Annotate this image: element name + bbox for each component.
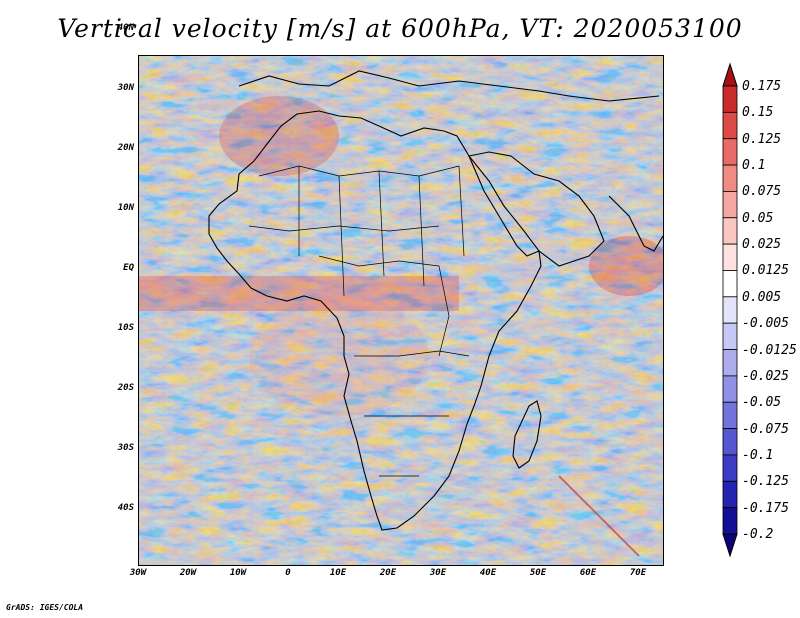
madagascar-coastline [512, 400, 542, 469]
colorbar-swatch [722, 164, 738, 192]
colorbar-label: -0.1 [742, 447, 774, 463]
lon-label-50e: 50E [529, 568, 547, 578]
colorbar-label: -0.025 [742, 368, 789, 384]
map-title: Vertical velocity [m/s] at 600hPa, VT: 2… [57, 14, 743, 43]
frontal-band [558, 475, 640, 557]
colorbar-swatch [722, 191, 738, 219]
colorbar-swatch [722, 138, 738, 166]
colorbar: 0.175 0.15 0.125 0.1 0.075 0.05 0.025 0.0125 0.0… [718, 60, 800, 560]
lat-label-30s: 30S [117, 443, 134, 453]
colorbar-swatch [722, 507, 738, 535]
colorbar-label: -0.0125 [742, 342, 797, 358]
colorbar-swatch [722, 296, 738, 324]
colorbar-swatch [722, 401, 738, 429]
colorbar-swatch [722, 217, 738, 245]
lon-label-70e: 70E [629, 568, 647, 578]
colorbar-bottom-arrow [722, 533, 738, 558]
colorbar-label: 0.025 [742, 237, 782, 253]
colorbar-swatches [722, 62, 738, 558]
colorbar-label: -0.2 [742, 527, 774, 542]
colorbar-label: 0.075 [742, 184, 782, 200]
colorbar-label: 0.15 [742, 105, 774, 121]
lat-label-10s: 10S [117, 323, 134, 333]
colorbar-swatch [722, 322, 738, 350]
coastlines [208, 70, 663, 531]
colorbar-label: -0.005 [742, 316, 789, 332]
colorbar-swatch [722, 111, 738, 140]
colorbar-label: 0.125 [742, 131, 782, 147]
colorbar-label: -0.05 [742, 395, 782, 411]
lon-label-60e: 60E [579, 568, 597, 578]
colorbar-swatch [722, 428, 738, 456]
india-coastline [608, 195, 663, 252]
colorbar-swatch [722, 85, 738, 113]
lon-label-10e: 10E [329, 568, 347, 578]
lat-label-40n: 40N [117, 23, 134, 33]
colorbar-swatch [722, 375, 738, 403]
lat-label-20n: 20N [117, 143, 134, 153]
lat-label-20s: 20S [117, 383, 134, 393]
colorbar-label: 0.175 [742, 79, 782, 94]
lon-label-20w: 20W [179, 568, 197, 578]
map-canvas [139, 56, 663, 565]
colorbar-swatch [722, 480, 738, 509]
colorbar-label: 0.1 [742, 158, 766, 174]
itcz-band [139, 276, 459, 311]
lon-label-40e: 40E [479, 568, 497, 578]
colorbar-label: 0.0125 [742, 263, 789, 279]
colorbar-swatch [722, 243, 738, 271]
lon-label-0: 0 [285, 568, 291, 578]
velocity-field-fine [139, 56, 663, 565]
lon-label-30w: 30W [129, 568, 147, 578]
grads-credit: GrADS: IGES/COLA [6, 603, 84, 612]
lon-label-10w: 10W [229, 568, 247, 578]
north-africa-uplift [219, 96, 339, 176]
colorbar-label: 0.05 [742, 210, 774, 226]
africa-coastline [208, 110, 542, 531]
lon-label-30e: 30E [429, 568, 447, 578]
arabia-coastline [468, 151, 605, 267]
vertical-velocity-map [138, 55, 664, 566]
lat-label-40s: 40S [117, 503, 134, 513]
europe-coastline [238, 70, 660, 102]
colorbar-swatch [722, 349, 738, 377]
colorbar-label: 0.005 [742, 289, 782, 305]
colorbar-swatch [722, 270, 738, 298]
lat-label-30n: 30N [117, 83, 134, 93]
arabian-sea-uplift [589, 236, 663, 296]
colorbar-label: -0.075 [742, 421, 789, 437]
lon-label-20e: 20E [379, 568, 397, 578]
lat-label-10n: 10N [117, 203, 134, 213]
colorbar-swatch [722, 454, 738, 482]
colorbar-label: -0.125 [742, 474, 789, 490]
country-borders [248, 165, 470, 477]
central-africa-uplift [249, 296, 429, 416]
colorbar-label: -0.175 [742, 500, 789, 516]
lat-label-eq: EQ [123, 263, 134, 273]
colorbar-top-arrow [722, 62, 738, 87]
